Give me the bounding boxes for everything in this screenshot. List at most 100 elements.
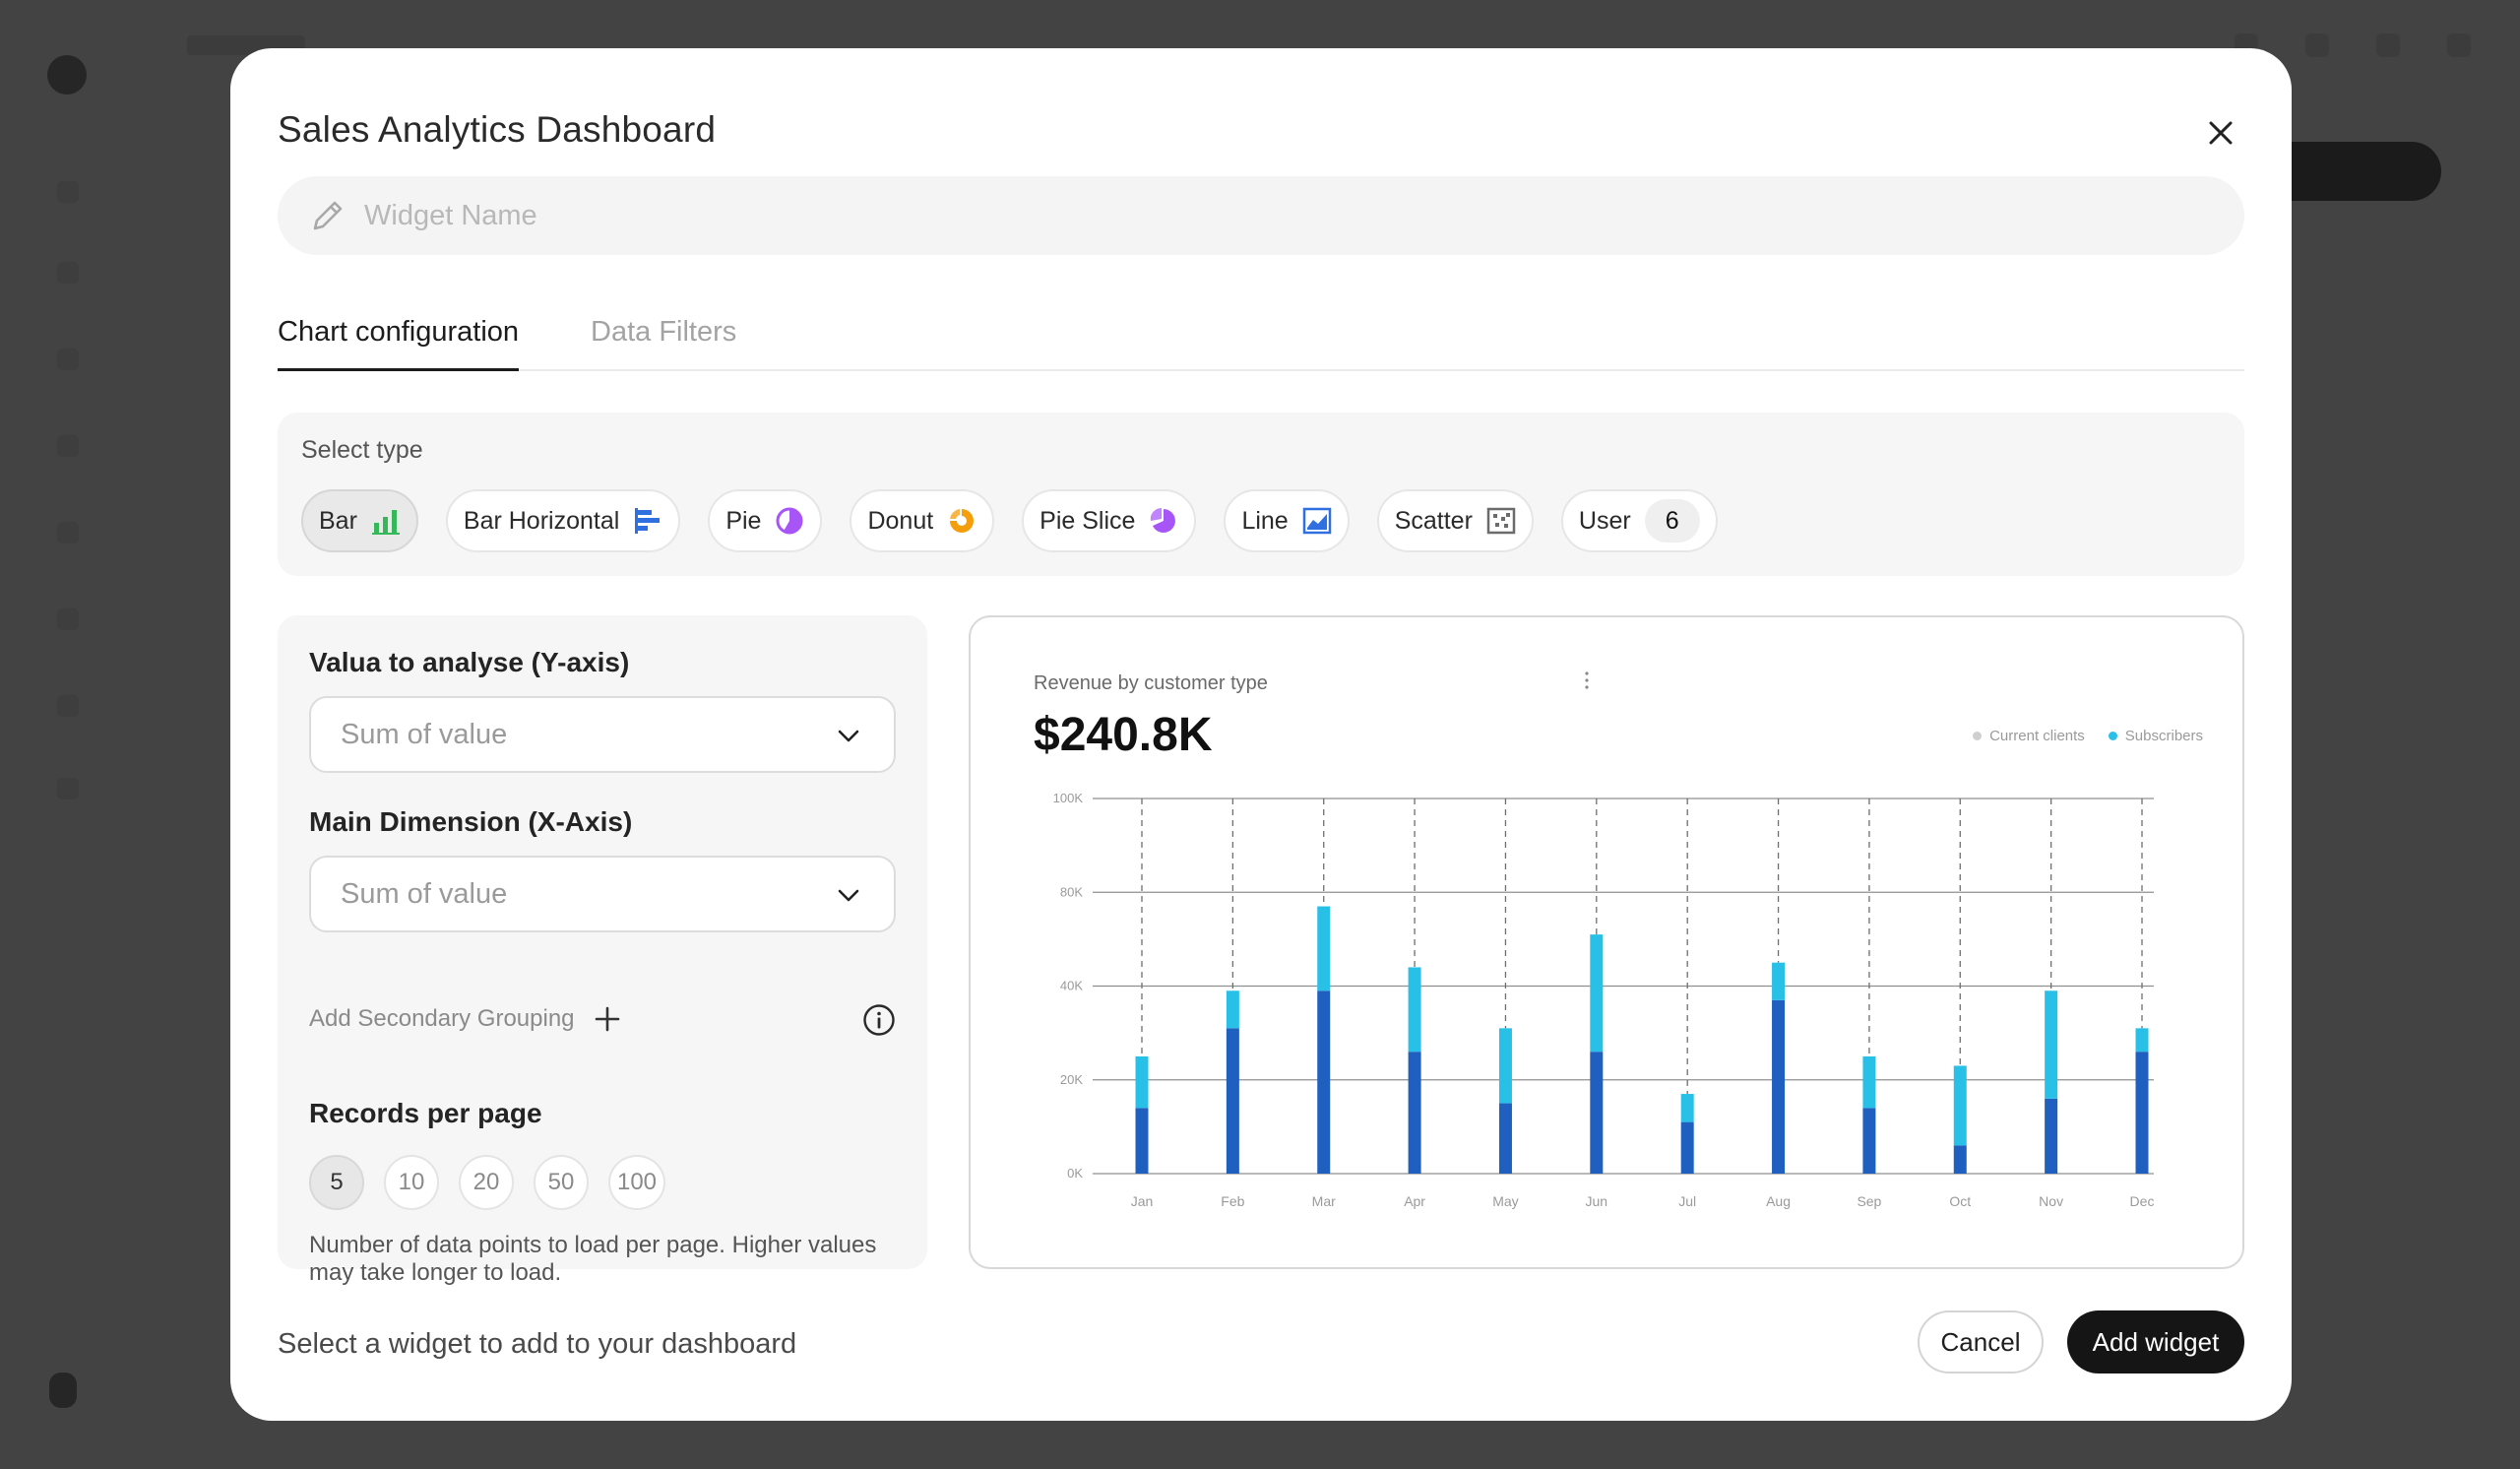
background-sidebar-icon <box>57 522 79 543</box>
type-option-donut[interactable]: Donut <box>850 489 995 552</box>
plus-icon <box>595 1006 619 1032</box>
bar-current-clients <box>1226 1028 1239 1174</box>
type-option-line[interactable]: Line <box>1224 489 1350 552</box>
type-option-pie[interactable]: Pie <box>708 489 823 552</box>
bar-subscribers <box>1772 962 1786 1000</box>
records-option-50[interactable]: 50 <box>534 1155 589 1210</box>
y-axis-select[interactable]: Sum of value <box>309 696 896 773</box>
y-tick-label: 40K <box>1060 979 1083 993</box>
background-sidebar-icon <box>57 608 79 630</box>
widget-name-input[interactable] <box>364 199 2136 232</box>
background-sidebar-icon <box>57 349 79 370</box>
type-option-label: Scatter <box>1394 506 1473 535</box>
cancel-button[interactable]: Cancel <box>1918 1310 2044 1373</box>
type-option-user[interactable]: User 6 <box>1560 489 1718 552</box>
x-tick-label: Apr <box>1404 1193 1425 1209</box>
bar-subscribers <box>1317 906 1331 991</box>
widget-name-field[interactable] <box>278 176 2244 255</box>
type-option-bar-horizontal[interactable]: Bar Horizontal <box>445 489 681 552</box>
type-option-label: Bar <box>319 506 357 535</box>
chart-subtitle: Revenue by customer type <box>1034 672 1268 694</box>
bar-subscribers <box>2045 990 2058 1099</box>
background-topbar-icon <box>2305 33 2329 57</box>
type-option-scatter[interactable]: Scatter <box>1376 489 1534 552</box>
y-axis-heading: Valua to analyse (Y-axis) <box>309 647 630 677</box>
footer-message: Select a widget to add to your dashboard <box>278 1328 797 1360</box>
close-button[interactable] <box>2201 113 2240 153</box>
y-axis-select-value: Sum of value <box>341 718 508 750</box>
records-per-page-options: 5 10 20 50 100 <box>309 1155 665 1210</box>
legend-label: Current clients <box>1989 728 2085 744</box>
x-axis-select[interactable]: Sum of value <box>309 856 896 932</box>
bar-current-clients <box>1590 1052 1604 1174</box>
info-icon[interactable] <box>862 1003 896 1037</box>
user-count-badge: 6 <box>1644 499 1700 543</box>
legend-dot <box>2108 732 2117 740</box>
type-option-pie-slice[interactable]: Pie Slice <box>1022 489 1197 552</box>
type-option-label: Pie <box>725 506 762 535</box>
bar-chart-icon <box>371 506 401 536</box>
bar-current-clients <box>2135 1052 2149 1174</box>
modal-title: Sales Analytics Dashboard <box>278 109 717 150</box>
x-tick-label: Feb <box>1221 1193 1244 1209</box>
bar-subscribers <box>2135 1028 2149 1053</box>
bar-current-clients <box>1680 1121 1694 1174</box>
type-option-label: Pie Slice <box>1040 506 1136 535</box>
chart-type-panel: Select type Bar Bar Horizontal <box>278 413 2244 576</box>
x-tick-label: Oct <box>1949 1193 1971 1209</box>
bar-subscribers <box>1498 1028 1512 1104</box>
bar-current-clients <box>2045 1098 2058 1174</box>
type-option-label: Line <box>1241 506 1289 535</box>
add-widget-button[interactable]: Add widget <box>2067 1310 2244 1373</box>
close-icon <box>2209 121 2233 145</box>
bar-current-clients <box>1317 990 1331 1174</box>
y-tick-label: 100K <box>1053 791 1084 805</box>
x-tick-label: Jun <box>1586 1193 1608 1209</box>
records-option-20[interactable]: 20 <box>459 1155 514 1210</box>
bar-subscribers <box>1680 1094 1694 1122</box>
type-option-bar[interactable]: Bar <box>301 489 418 552</box>
bar-current-clients <box>1772 999 1786 1174</box>
background-sidebar-icon <box>57 695 79 717</box>
y-tick-label: 20K <box>1060 1072 1083 1087</box>
chevron-down-icon <box>838 889 859 902</box>
tab-chart-configuration[interactable]: Chart configuration <box>278 316 520 371</box>
x-tick-label: Aug <box>1766 1193 1791 1209</box>
bar-subscribers <box>1953 1065 1967 1146</box>
bar-subscribers <box>1135 1055 1149 1109</box>
records-option-100[interactable]: 100 <box>608 1155 665 1210</box>
bar-current-clients <box>1498 1103 1512 1174</box>
records-option-5[interactable]: 5 <box>309 1155 364 1210</box>
more-vertical-icon[interactable] <box>1581 669 1593 692</box>
records-per-page-heading: Records per page <box>309 1098 542 1128</box>
x-tick-label: Jan <box>1131 1193 1154 1209</box>
donut-chart-icon <box>947 506 976 536</box>
tab-data-filters[interactable]: Data Filters <box>591 316 737 348</box>
x-tick-label: Mar <box>1312 1193 1336 1209</box>
pencil-icon <box>309 196 348 235</box>
y-tick-label: 0K <box>1067 1166 1083 1181</box>
background-sidebar-icon <box>57 778 79 799</box>
chart-legend: Current clients Subscribers <box>1973 728 2203 744</box>
line-chart-icon <box>1302 506 1332 536</box>
legend-dot <box>1973 732 1983 740</box>
add-secondary-grouping-button[interactable]: Add Secondary Grouping <box>309 1005 620 1033</box>
stacked-bar-chart: 0K 20K 40K 80K 100K Jan Feb Mar Apr May Jun Jul Aug S… <box>1053 791 2155 1209</box>
bar-horizontal-icon <box>633 506 662 536</box>
config-tabs: Chart configuration Data Filters <box>278 316 2244 371</box>
x-tick-label: Nov <box>2039 1193 2063 1209</box>
legend-item-subscribers: Subscribers <box>2108 728 2203 744</box>
x-axis-heading: Main Dimension (X-Axis) <box>309 806 633 837</box>
background-sidebar-icon <box>57 262 79 284</box>
bar-subscribers <box>1590 934 1604 1053</box>
bar-current-clients <box>1862 1108 1876 1174</box>
background-topbar-icon <box>2447 33 2471 57</box>
chart-type-options: Bar Bar Horizontal <box>301 489 1718 552</box>
x-tick-label: Sep <box>1857 1193 1881 1209</box>
y-tick-label: 80K <box>1060 884 1083 899</box>
background-sidebar-icon <box>57 181 79 203</box>
records-option-10[interactable]: 10 <box>384 1155 439 1210</box>
scatter-chart-icon <box>1486 506 1516 536</box>
x-tick-label: Jul <box>1678 1193 1696 1209</box>
type-option-label: Donut <box>867 506 934 535</box>
